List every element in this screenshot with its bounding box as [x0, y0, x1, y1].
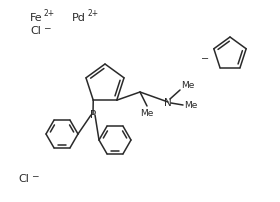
Text: 2+: 2+	[87, 9, 98, 18]
Text: Cl: Cl	[30, 26, 41, 36]
Text: Me: Me	[181, 81, 194, 89]
Text: −: −	[43, 23, 50, 32]
Text: P: P	[90, 109, 96, 119]
Text: Pd: Pd	[72, 13, 86, 23]
Text: Me: Me	[140, 108, 154, 117]
Text: N: N	[164, 98, 172, 107]
Text: Fe: Fe	[30, 13, 43, 23]
Text: Me: Me	[184, 101, 197, 110]
Text: −: −	[31, 171, 38, 180]
Text: Cl: Cl	[18, 173, 29, 183]
Text: 2+: 2+	[44, 9, 55, 18]
Text: −: −	[201, 54, 209, 64]
